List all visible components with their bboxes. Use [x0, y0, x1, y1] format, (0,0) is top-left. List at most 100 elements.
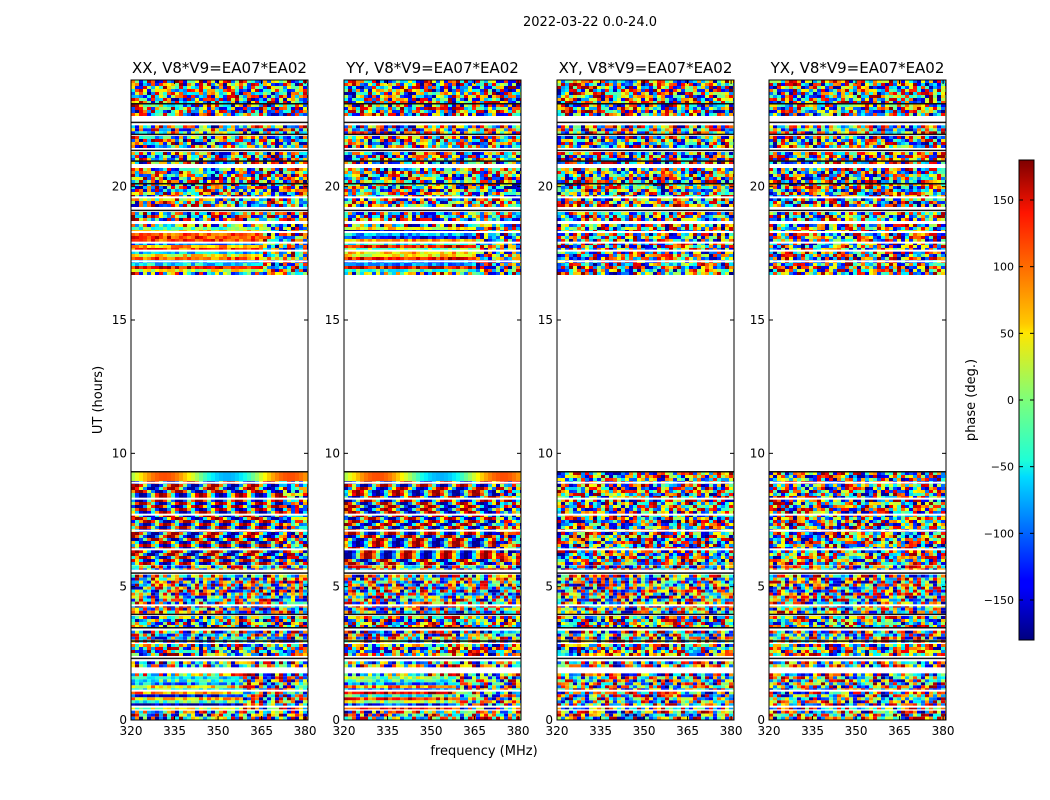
heatmap-cell	[203, 484, 207, 487]
heatmap-cell	[139, 517, 143, 520]
heatmap-cell	[271, 583, 275, 587]
heatmap-cell	[163, 589, 167, 593]
heatmap-cell	[159, 171, 163, 174]
heatmap-cell	[255, 661, 259, 665]
heatmap-cell	[207, 218, 211, 221]
heatmap-cell	[295, 710, 299, 714]
heatmap-cell	[267, 233, 271, 236]
heatmap-cell	[211, 212, 215, 215]
heatmap-cell	[239, 158, 243, 161]
heatmap-cell	[151, 272, 155, 275]
heatmap-cell	[147, 703, 151, 707]
heatmap-cell	[135, 502, 139, 505]
heatmap-cell	[259, 661, 263, 665]
heatmap-cell	[235, 713, 239, 717]
heatmap-cell	[263, 523, 267, 526]
heatmap-cell	[171, 520, 175, 523]
heatmap-cell	[287, 155, 291, 158]
heatmap-cell	[271, 535, 275, 538]
heatmap-cell	[135, 647, 139, 650]
heatmap-cell	[303, 478, 307, 481]
heatmap-cell	[259, 227, 263, 230]
heatmap-cell	[159, 248, 163, 251]
heatmap-cell	[227, 180, 231, 183]
heatmap-cell	[195, 630, 199, 634]
heatmap-cell	[167, 710, 171, 714]
heatmap-cell	[163, 180, 167, 183]
heatmap-cell	[215, 490, 219, 493]
heatmap-cell	[279, 505, 283, 508]
heatmap-cell	[171, 158, 175, 161]
heatmap-cell	[227, 544, 231, 547]
heatmap-cell	[231, 272, 235, 275]
heatmap-cell	[143, 532, 147, 535]
heatmap-cell	[187, 496, 191, 499]
heatmap-cell	[191, 484, 195, 487]
heatmap-cell	[167, 487, 171, 490]
heatmap-cell	[191, 610, 195, 614]
heatmap-cell	[179, 565, 183, 569]
heatmap-cell	[263, 215, 267, 218]
heatmap-cell	[183, 236, 187, 239]
heatmap-cell	[143, 174, 147, 177]
heatmap-cell	[287, 598, 291, 602]
heatmap-cell	[303, 703, 307, 707]
heatmap-cell	[163, 574, 167, 578]
heatmap-cell	[299, 565, 303, 569]
heatmap-cell	[199, 236, 203, 239]
heatmap-cell	[139, 706, 143, 710]
heatmap-cell	[163, 158, 167, 161]
heatmap-cell	[139, 257, 143, 260]
heatmap-cell	[267, 577, 271, 581]
heatmap-cell	[275, 625, 279, 628]
heatmap-cell	[283, 685, 287, 689]
heatmap-cell	[131, 493, 135, 496]
heatmap-cell	[135, 508, 139, 511]
heatmap-cell	[219, 236, 223, 239]
heatmap-cell	[219, 239, 223, 242]
heatmap-cell	[231, 595, 235, 599]
heatmap-cell	[267, 236, 271, 239]
heatmap-cell	[259, 478, 263, 481]
heatmap-cell	[203, 583, 207, 587]
heatmap-cell	[275, 562, 279, 565]
heatmap-cell	[223, 630, 227, 634]
heatmap-cell	[263, 574, 267, 578]
heatmap-cell	[239, 484, 243, 487]
heatmap-cell	[195, 553, 199, 556]
heatmap-cell	[223, 589, 227, 593]
heatmap-cell	[155, 565, 159, 569]
heatmap-cell	[211, 574, 215, 578]
heatmap-cell	[207, 493, 211, 496]
heatmap-cell	[291, 592, 295, 596]
heatmap-cell	[187, 622, 191, 625]
heatmap-cell	[207, 215, 211, 218]
heatmap-cell	[275, 204, 279, 207]
heatmap-cell	[143, 493, 147, 496]
heatmap-cell	[235, 553, 239, 556]
heatmap-cell	[191, 201, 195, 204]
heatmap-cell	[267, 201, 271, 204]
heatmap-cell	[179, 630, 183, 634]
heatmap-cell	[203, 239, 207, 242]
heatmap-cell	[143, 565, 147, 569]
heatmap-cell	[247, 168, 251, 171]
heatmap-cell	[191, 616, 195, 619]
heatmap-cell	[291, 607, 295, 611]
heatmap-cell	[147, 562, 151, 565]
heatmap-cell	[219, 673, 223, 677]
heatmap-cell	[167, 496, 171, 499]
heatmap-cell	[279, 562, 283, 565]
heatmap-cell	[191, 661, 195, 665]
heatmap-cell	[155, 559, 159, 562]
heatmap-cell	[231, 192, 235, 195]
heatmap-cell	[255, 520, 259, 523]
heatmap-cell	[179, 691, 183, 695]
heatmap-cell	[255, 215, 259, 218]
heatmap-cell	[263, 526, 267, 529]
heatmap-cell	[303, 664, 307, 668]
heatmap-cell	[199, 152, 203, 155]
heatmap-cell	[195, 484, 199, 487]
heatmap-cell	[291, 204, 295, 207]
heatmap-cell	[259, 673, 263, 677]
